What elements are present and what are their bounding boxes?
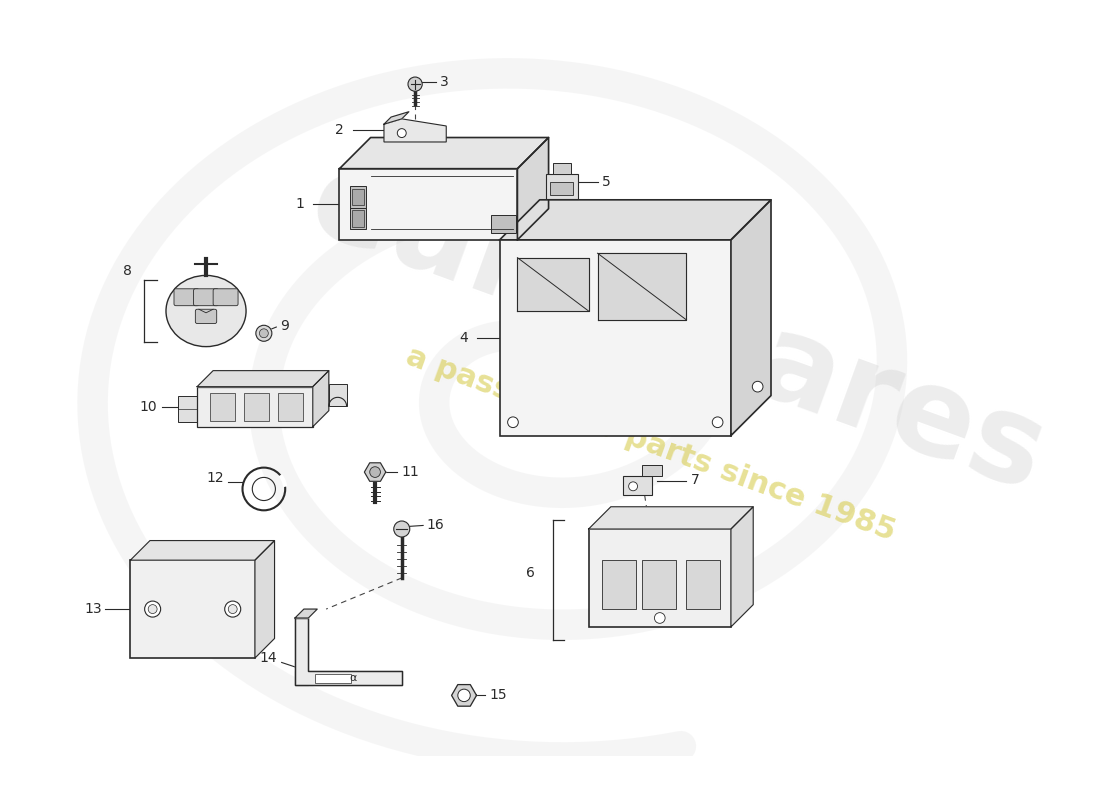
Polygon shape	[452, 685, 476, 706]
Text: a passion for parts since 1985: a passion for parts since 1985	[403, 342, 900, 547]
Text: 11: 11	[402, 465, 419, 479]
Circle shape	[713, 417, 723, 427]
Text: 14: 14	[260, 651, 277, 665]
Circle shape	[752, 382, 763, 392]
FancyBboxPatch shape	[213, 289, 238, 306]
Polygon shape	[597, 253, 686, 320]
Bar	[352, 189, 364, 205]
Bar	[553, 163, 571, 174]
Bar	[350, 186, 366, 208]
Circle shape	[370, 466, 381, 478]
Text: 8: 8	[123, 264, 132, 278]
Polygon shape	[255, 541, 275, 658]
Circle shape	[628, 482, 638, 490]
Bar	[550, 182, 573, 195]
Text: 15: 15	[490, 688, 507, 702]
Bar	[352, 210, 364, 226]
Text: 13: 13	[85, 602, 102, 616]
Bar	[642, 465, 661, 476]
Text: eurospares: eurospares	[295, 142, 1060, 516]
Circle shape	[654, 613, 666, 623]
Polygon shape	[197, 370, 329, 386]
Circle shape	[507, 417, 518, 427]
Circle shape	[229, 605, 238, 614]
Circle shape	[256, 326, 272, 342]
Circle shape	[408, 77, 422, 91]
Circle shape	[144, 601, 161, 617]
Bar	[295, 671, 402, 685]
Polygon shape	[384, 112, 409, 124]
Text: 6: 6	[526, 566, 536, 581]
Circle shape	[458, 689, 471, 702]
Text: 3: 3	[440, 75, 449, 90]
Polygon shape	[732, 200, 771, 435]
Polygon shape	[732, 506, 754, 627]
Polygon shape	[131, 541, 275, 560]
Bar	[177, 395, 197, 422]
Text: 7: 7	[691, 473, 700, 487]
Bar	[316, 674, 351, 683]
Bar	[278, 393, 303, 422]
Bar	[602, 560, 636, 609]
Circle shape	[224, 601, 241, 617]
Polygon shape	[295, 618, 402, 685]
Bar	[642, 560, 675, 609]
Text: 5: 5	[602, 175, 610, 189]
Text: 4: 4	[460, 330, 469, 345]
Polygon shape	[131, 560, 255, 658]
Polygon shape	[499, 240, 732, 435]
FancyBboxPatch shape	[194, 289, 219, 306]
Circle shape	[148, 605, 157, 614]
Text: 2: 2	[336, 123, 344, 138]
Polygon shape	[364, 463, 386, 482]
Circle shape	[394, 521, 410, 537]
Bar	[197, 386, 312, 426]
Bar	[295, 618, 308, 685]
Text: 10: 10	[140, 400, 157, 414]
Bar	[624, 476, 652, 495]
Polygon shape	[295, 609, 317, 618]
Bar	[546, 174, 578, 199]
Bar	[350, 208, 366, 229]
FancyBboxPatch shape	[174, 289, 199, 306]
Bar	[491, 215, 516, 233]
Polygon shape	[312, 370, 329, 426]
Circle shape	[397, 129, 406, 138]
Polygon shape	[588, 529, 732, 627]
Bar	[329, 384, 346, 406]
Circle shape	[260, 329, 268, 338]
Polygon shape	[588, 506, 754, 529]
Text: 9: 9	[279, 319, 288, 333]
Text: 1: 1	[295, 198, 304, 211]
Polygon shape	[340, 169, 517, 240]
Polygon shape	[517, 138, 549, 240]
Bar	[210, 393, 235, 422]
Text: 16: 16	[427, 518, 444, 531]
Ellipse shape	[166, 275, 246, 346]
Text: α: α	[349, 674, 356, 683]
Polygon shape	[340, 138, 549, 169]
Bar	[244, 393, 270, 422]
Polygon shape	[384, 119, 447, 142]
Polygon shape	[499, 200, 771, 240]
Text: 12: 12	[206, 471, 223, 486]
FancyBboxPatch shape	[196, 310, 217, 323]
Polygon shape	[517, 258, 588, 311]
Bar	[686, 560, 720, 609]
